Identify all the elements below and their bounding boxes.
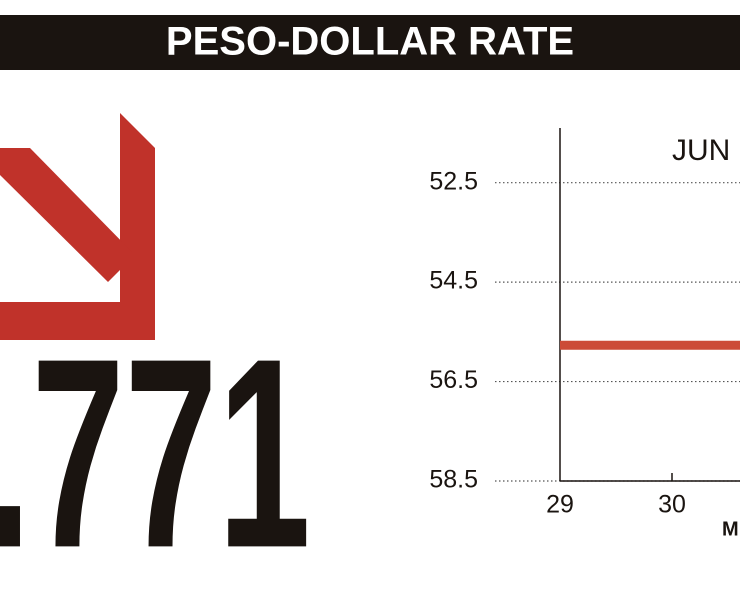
arrow-shaft <box>0 148 135 282</box>
x-tick-label: 30 <box>658 491 686 519</box>
x-tick-label: 29 <box>546 491 574 519</box>
y-tick-label: 52.5 <box>429 167 478 195</box>
x-axis-label: M <box>722 518 739 540</box>
down-arrow <box>0 113 155 340</box>
arrow-head <box>0 113 155 340</box>
headline-value: .771 <box>0 302 311 600</box>
y-tick-label: 56.5 <box>429 366 478 394</box>
title: PESO-DOLLAR RATE <box>166 20 574 64</box>
title-bar <box>0 15 740 70</box>
chart: 52.5 54.5 56.5 58.5 29 30 JUN M <box>429 128 740 540</box>
annotation: JUN <box>672 134 730 167</box>
y-tick-label: 58.5 <box>429 466 478 494</box>
y-tick-label: 54.5 <box>429 267 478 295</box>
